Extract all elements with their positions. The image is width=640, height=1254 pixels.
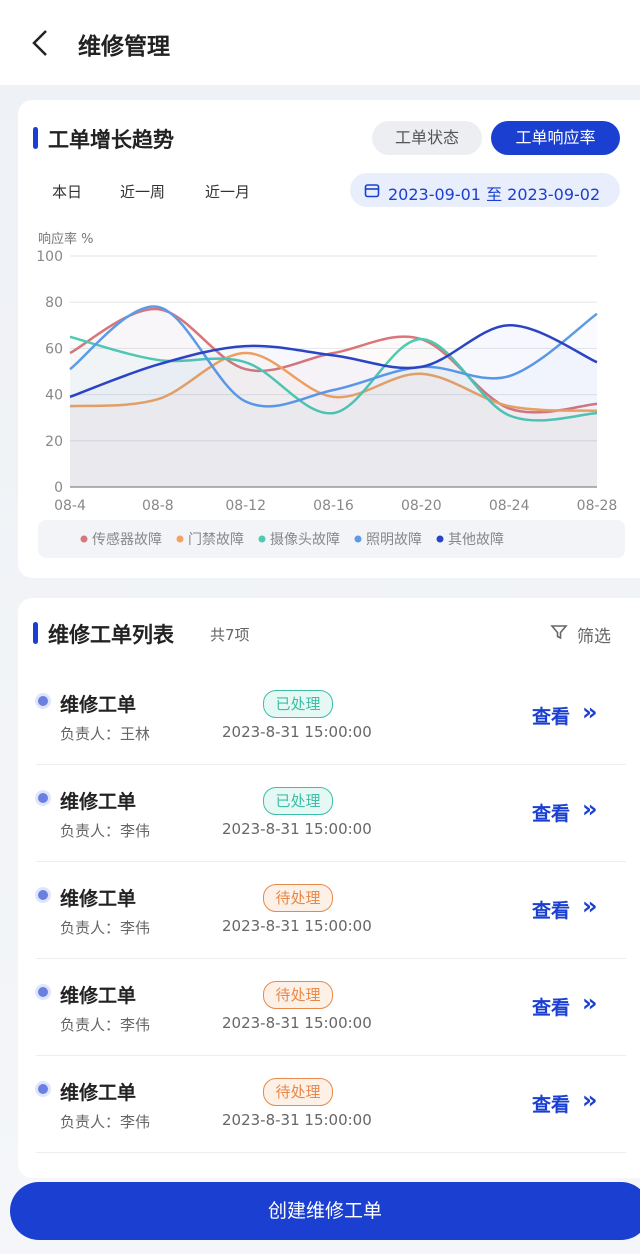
chevron: » [582, 892, 598, 920]
legend-label: 其他故障 [448, 532, 504, 548]
x-tick-label: 08-16 [313, 498, 354, 514]
area [70, 325, 597, 487]
tab-active[interactable]: 工单响应率 [491, 121, 620, 155]
range-option[interactable]: 近一周 [120, 183, 166, 201]
view-link[interactable]: 查看 [532, 706, 571, 728]
chevron: » [582, 795, 598, 823]
view-link[interactable]: 查看 [532, 997, 571, 1019]
view-link[interactable]: 查看 [532, 803, 571, 825]
divider [36, 958, 626, 959]
section-title: 维修工单列表 [48, 623, 174, 647]
y-axis-label: 响应率 % [38, 231, 94, 247]
status: 待处理 [263, 884, 333, 912]
chevron: » [582, 698, 598, 726]
status: 已处理 [263, 787, 333, 815]
legend-swatch [258, 535, 266, 543]
chevron: » [582, 1086, 598, 1114]
bullet [38, 1084, 48, 1094]
date-picker[interactable] [350, 173, 620, 207]
y-tick-label: 40 [45, 388, 63, 404]
status: 待处理 [263, 1078, 333, 1106]
legend-label: 门禁故障 [188, 532, 244, 548]
x-tick-label: 08-28 [577, 498, 618, 514]
legend-label: 传感器故障 [92, 531, 162, 548]
time: 2023-8-31 15:00:00 [222, 1111, 372, 1129]
order-name: 维修工单 [60, 985, 137, 1007]
x-tick-label: 08-24 [489, 498, 530, 514]
x-tick-label: 08-12 [225, 498, 266, 514]
view-link[interactable]: 查看 [532, 1094, 571, 1116]
time: 2023-8-31 15:00:00 [222, 917, 372, 935]
y-tick-label: 60 [45, 341, 63, 357]
create-button[interactable]: 创建维修工单 [10, 1182, 640, 1240]
legend-swatch [176, 535, 184, 543]
owner: 负责人：李伟 [60, 1016, 151, 1034]
divider [36, 861, 626, 862]
page-title: 维修管理 [78, 34, 170, 60]
bullet [38, 696, 48, 706]
status: 待处理 [263, 981, 333, 1009]
divider [36, 1152, 626, 1153]
filter[interactable]: 筛选 [577, 627, 611, 647]
series-line [69, 324, 598, 399]
bullet [38, 793, 48, 803]
time: 2023-8-31 15:00:00 [222, 1014, 372, 1032]
owner: 负责人：王林 [60, 725, 151, 743]
section-marker [33, 127, 38, 149]
status: 已处理 [263, 690, 333, 718]
range-option[interactable]: 近一月 [205, 183, 251, 201]
date-range: 2023-09-01 至 2023-09-02 [388, 185, 601, 204]
series-line [69, 351, 598, 413]
y-tick-label: 100 [36, 249, 63, 265]
legend-box [38, 520, 625, 558]
series-line [69, 335, 598, 422]
area [70, 353, 597, 487]
legend-swatch [354, 535, 362, 543]
section-title: 工单增长趋势 [48, 128, 174, 152]
series-line [69, 305, 598, 408]
time: 2023-8-31 15:00:00 [222, 820, 372, 838]
chevron: » [582, 989, 598, 1017]
range-option[interactable]: 本日 [52, 183, 83, 201]
owner: 负责人：李伟 [60, 919, 151, 937]
series-line [69, 307, 598, 414]
order-name: 维修工单 [60, 694, 137, 716]
count: 共7项 [210, 626, 250, 644]
order-name: 维修工单 [60, 888, 137, 910]
bullet [38, 987, 48, 997]
divider [36, 764, 626, 765]
tab[interactable]: 工单状态 [372, 121, 482, 155]
legend-swatch [80, 535, 88, 543]
filter-icon[interactable] [550, 623, 568, 641]
bullet [38, 890, 48, 900]
x-tick-label: 08-8 [142, 498, 174, 514]
owner: 负责人：李伟 [60, 822, 151, 840]
y-tick-label: 80 [45, 295, 63, 311]
x-tick-label: 08-4 [54, 498, 86, 514]
time: 2023-8-31 15:00:00 [222, 723, 372, 741]
x-tick-label: 08-20 [401, 498, 442, 514]
y-tick-label: 20 [45, 434, 63, 450]
chart: 响应率 % 0 20 40 60 80 100 08-4 08-8 08-12 08-16 08-20… [36, 231, 625, 558]
back-button[interactable] [28, 28, 52, 58]
header [0, 0, 640, 85]
order-name: 维修工单 [60, 791, 137, 813]
legend-label: 照明故障 [366, 532, 422, 548]
legend-label: 摄像头故障 [270, 532, 340, 548]
y-tick-label: 0 [54, 480, 63, 496]
divider [36, 1055, 626, 1056]
legend-swatch [436, 535, 444, 543]
order-name: 维修工单 [60, 1082, 137, 1104]
view-link[interactable]: 查看 [532, 900, 571, 922]
owner: 负责人：李伟 [60, 1113, 151, 1131]
section-marker [33, 622, 38, 644]
calendar-icon [364, 184, 380, 198]
